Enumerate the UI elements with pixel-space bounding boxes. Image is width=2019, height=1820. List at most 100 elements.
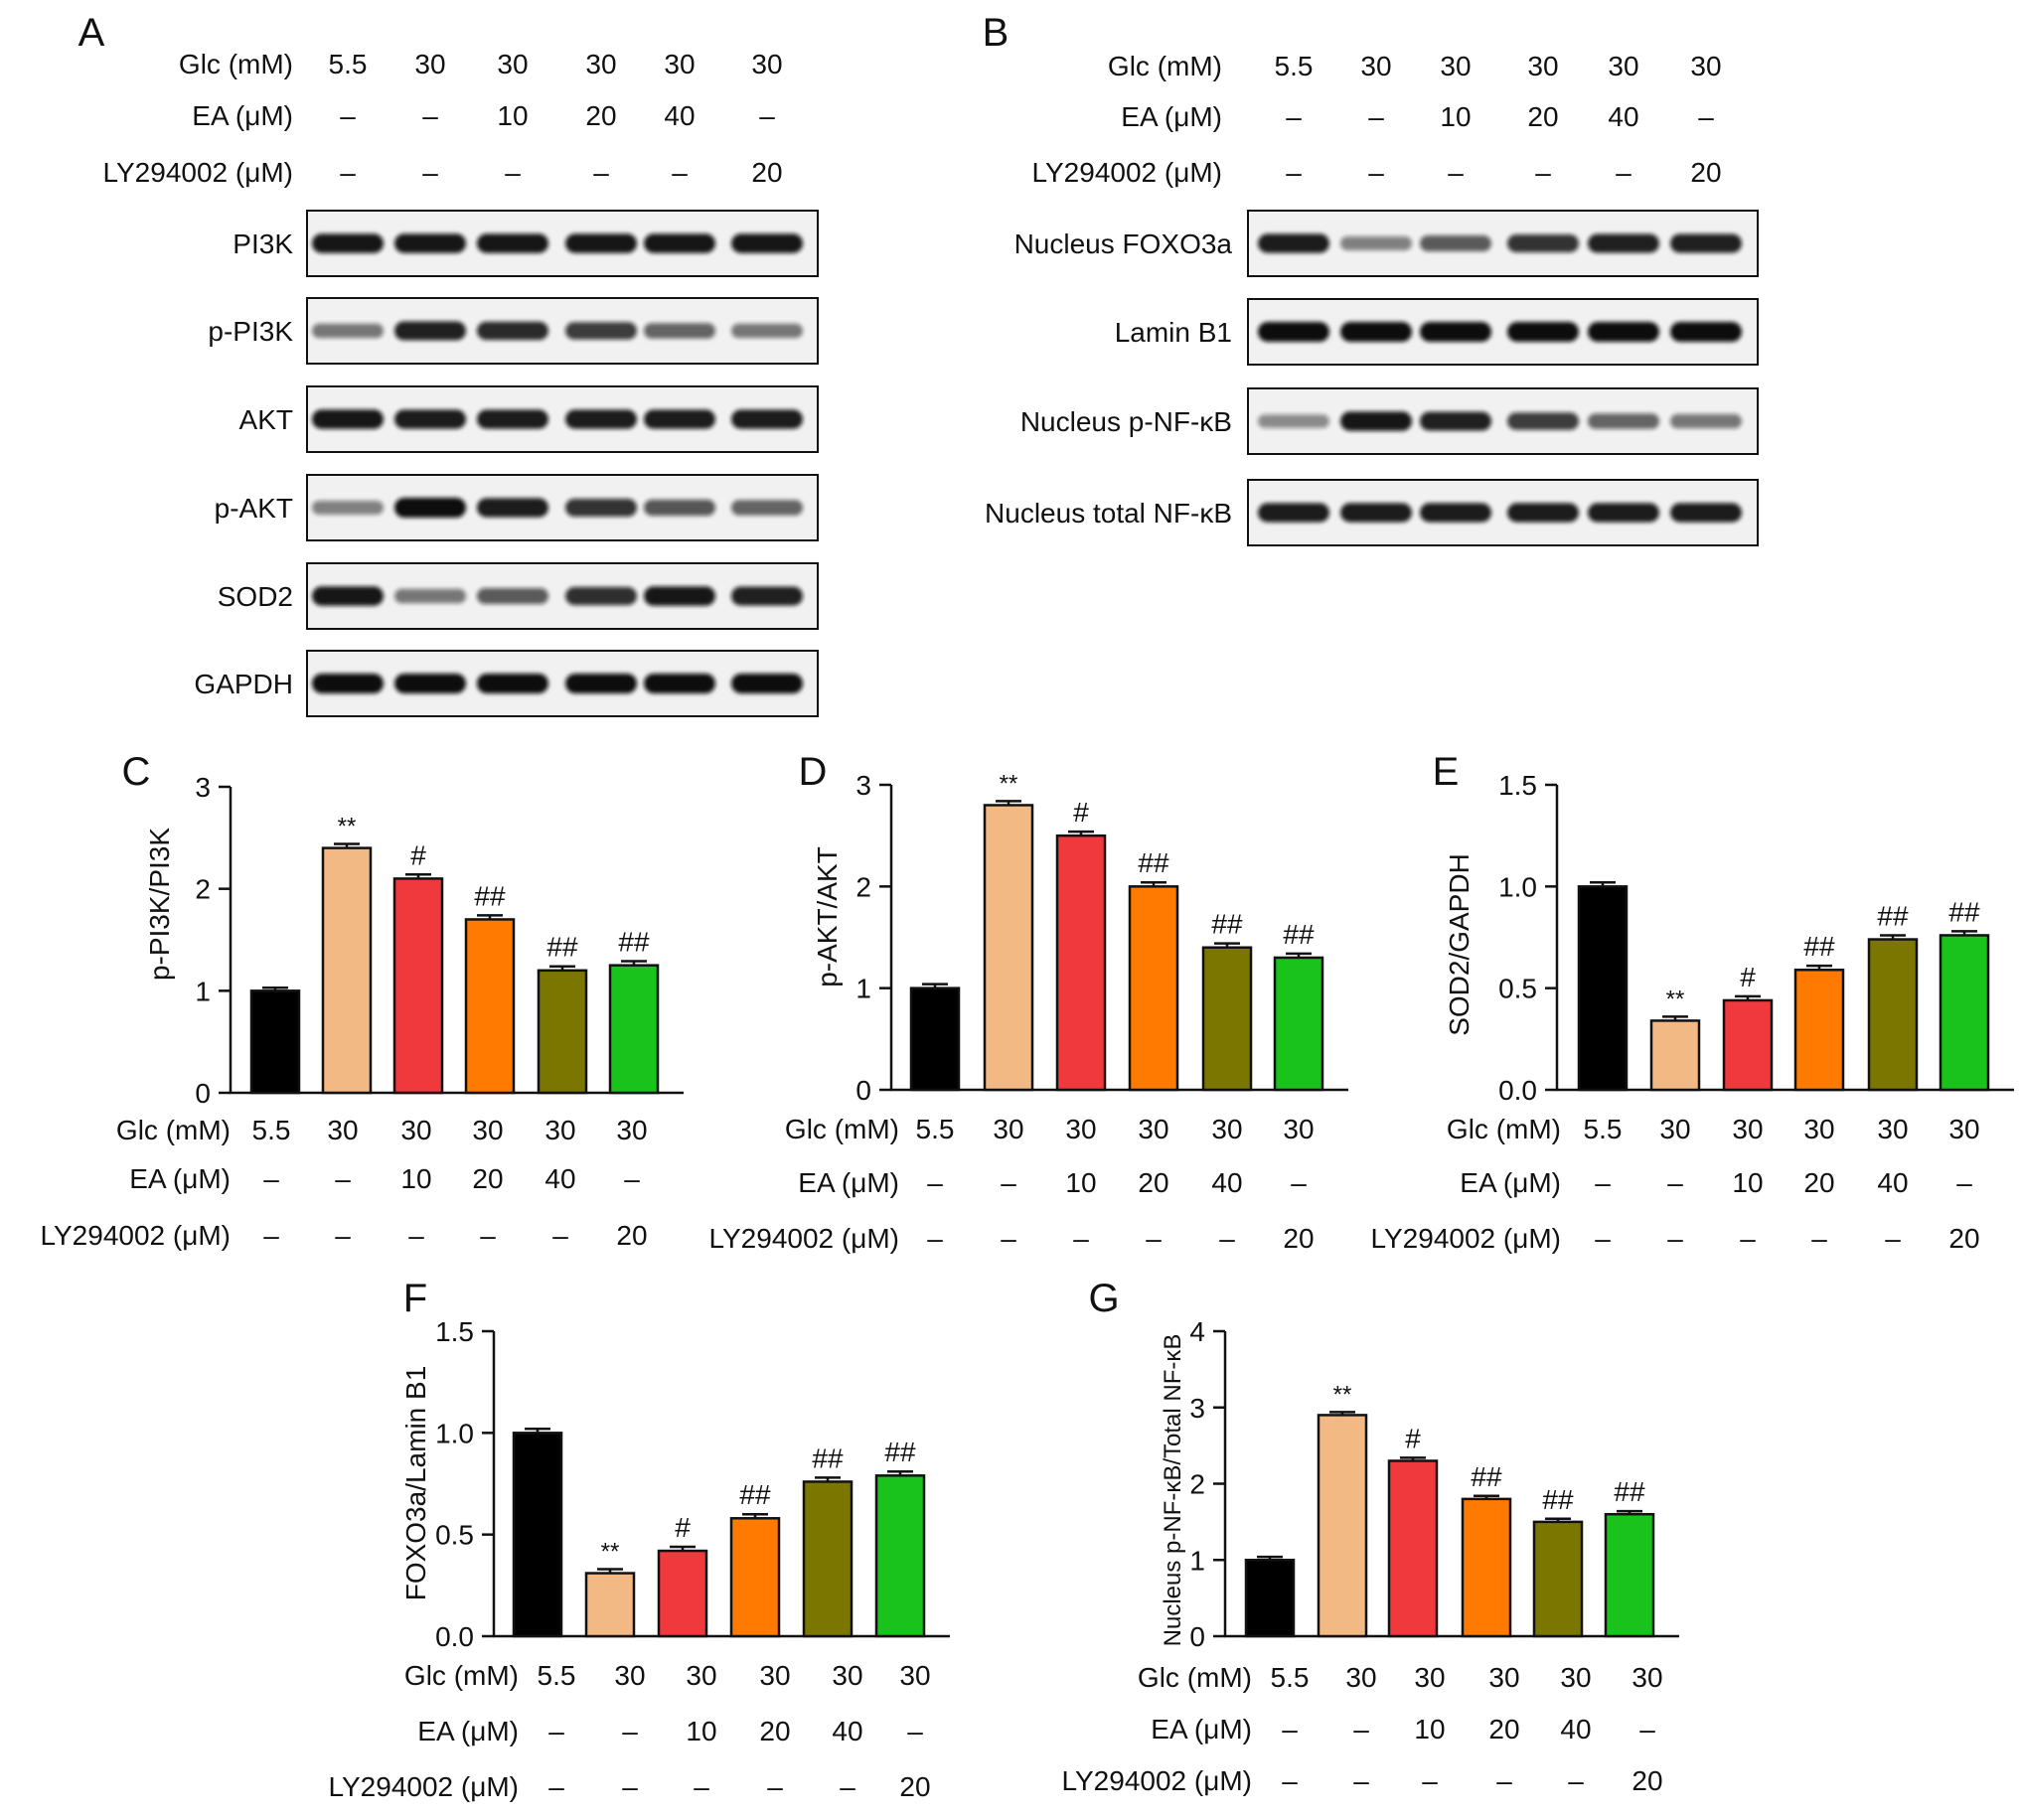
y-axis-label: p-PI3K/PI3K <box>144 828 175 981</box>
blot-label: Nucleus FOXO3a <box>1014 228 1233 259</box>
condition-value-ea: – <box>927 1167 943 1198</box>
blot-band <box>1420 411 1491 431</box>
y-tick-label: 3 <box>1189 1393 1205 1424</box>
condition-value-ly: – <box>505 157 521 188</box>
blot-band <box>731 500 803 516</box>
condition-value-ea: 10 <box>686 1716 716 1746</box>
condition-value-ly: – <box>694 1771 709 1802</box>
significance-mark: # <box>1073 797 1089 828</box>
blot-band <box>565 499 637 517</box>
condition-value-ea: – <box>624 1163 640 1194</box>
blot-band <box>1258 503 1329 523</box>
condition-value-ea: – <box>1595 1167 1611 1198</box>
bar <box>1722 998 1774 1092</box>
condition-value-ly: – <box>672 157 688 188</box>
condition-value-ly: – <box>1368 157 1384 188</box>
condition-label-ea: EA (μM) <box>1121 101 1222 132</box>
blot-band <box>477 498 548 518</box>
bar <box>874 1474 926 1638</box>
bar <box>249 989 301 1095</box>
condition-label-ly: LY294002 (μM) <box>1062 1765 1253 1796</box>
blot-band <box>565 409 637 429</box>
blot-band <box>1258 414 1329 428</box>
y-axis-label: p-AKT/AKT <box>812 846 843 987</box>
condition-label-glc: Glc (mM) <box>404 1660 519 1691</box>
condition-label-ly: LY294002 (μM) <box>329 1771 520 1802</box>
panel-letter: A <box>78 11 105 55</box>
condition-value-ea: 40 <box>832 1716 862 1746</box>
bar <box>729 1517 781 1638</box>
condition-value-ly: – <box>1616 157 1631 188</box>
condition-value-glc: 30 <box>1877 1114 1908 1144</box>
condition-value-glc: 30 <box>400 1115 431 1145</box>
significance-mark: # <box>1740 962 1756 992</box>
y-tick-label: 3 <box>855 770 871 801</box>
condition-value-ea: – <box>907 1716 923 1746</box>
condition-value-ly: – <box>1595 1223 1611 1254</box>
condition-value-ly: 20 <box>751 157 782 188</box>
blot-label: Nucleus p-NF-κB <box>1020 406 1232 437</box>
condition-value-ly: – <box>767 1771 783 1802</box>
blot-band <box>1340 236 1412 250</box>
blot-band <box>1588 503 1659 523</box>
condition-value-glc: 30 <box>1732 1114 1763 1144</box>
condition-value-glc: 5.5 <box>538 1660 576 1691</box>
bar <box>608 964 660 1095</box>
blot-band <box>1670 233 1742 253</box>
condition-value-glc: 5.5 <box>1584 1114 1623 1144</box>
blot-band <box>312 501 384 515</box>
condition-value-ly: – <box>1001 1223 1016 1254</box>
blot-band <box>1670 322 1742 342</box>
condition-value-glc: 30 <box>1414 1662 1445 1693</box>
condition-value-ea: 20 <box>585 100 616 131</box>
bar <box>1461 1497 1512 1638</box>
blot-band <box>644 409 715 429</box>
blot-band <box>731 674 803 693</box>
condition-value-ly: – <box>263 1220 279 1251</box>
blot-band <box>1670 413 1742 429</box>
y-tick-label: 3 <box>195 772 211 803</box>
blot-band <box>1670 503 1742 523</box>
significance-mark: # <box>675 1512 691 1543</box>
y-tick-label: 0.0 <box>435 1621 474 1652</box>
y-tick-label: 1.5 <box>435 1316 474 1347</box>
condition-value-glc: 30 <box>899 1660 930 1691</box>
y-tick-label: 4 <box>1189 1316 1205 1347</box>
blot-band <box>394 588 466 604</box>
condition-value-ly: – <box>927 1223 943 1254</box>
condition-value-ly: – <box>593 157 609 188</box>
y-tick-label: 2 <box>1189 1469 1205 1500</box>
blot-band <box>477 674 548 693</box>
condition-label-glc: Glc (mM) <box>1138 1662 1252 1693</box>
condition-label-ea: EA (μM) <box>1460 1167 1561 1198</box>
condition-value-glc: 30 <box>1283 1114 1314 1144</box>
condition-value-ea: – <box>263 1163 279 1194</box>
significance-mark: ## <box>546 932 578 963</box>
bar <box>1128 885 1179 1092</box>
y-tick-label: 1.0 <box>435 1418 474 1448</box>
y-tick-label: 0 <box>855 1075 871 1106</box>
y-tick-label: 0.5 <box>435 1520 474 1551</box>
condition-label-glc: Glc (mM) <box>1108 51 1222 81</box>
blot-band <box>1420 503 1491 523</box>
blot-label: p-AKT <box>215 493 293 524</box>
blot-band <box>1258 322 1329 342</box>
bar <box>983 804 1034 1092</box>
condition-value-glc: 30 <box>1690 51 1721 81</box>
significance-mark: ## <box>1803 931 1835 962</box>
condition-value-ea: 20 <box>1488 1714 1519 1744</box>
y-tick-label: 0 <box>195 1078 211 1109</box>
y-tick-label: 0.0 <box>1498 1075 1537 1106</box>
bar <box>1273 956 1324 1092</box>
condition-value-ea: 10 <box>1732 1167 1763 1198</box>
condition-value-glc: 30 <box>472 1115 503 1145</box>
significance-mark: ## <box>618 927 650 958</box>
condition-value-glc: 5.5 <box>252 1115 291 1145</box>
blot-band <box>1507 322 1579 342</box>
condition-value-ly: – <box>335 1220 351 1251</box>
blot-band <box>1507 412 1579 430</box>
panel-letter: F <box>403 1277 427 1320</box>
condition-value-glc: 30 <box>1138 1114 1168 1144</box>
bar <box>1201 946 1253 1092</box>
